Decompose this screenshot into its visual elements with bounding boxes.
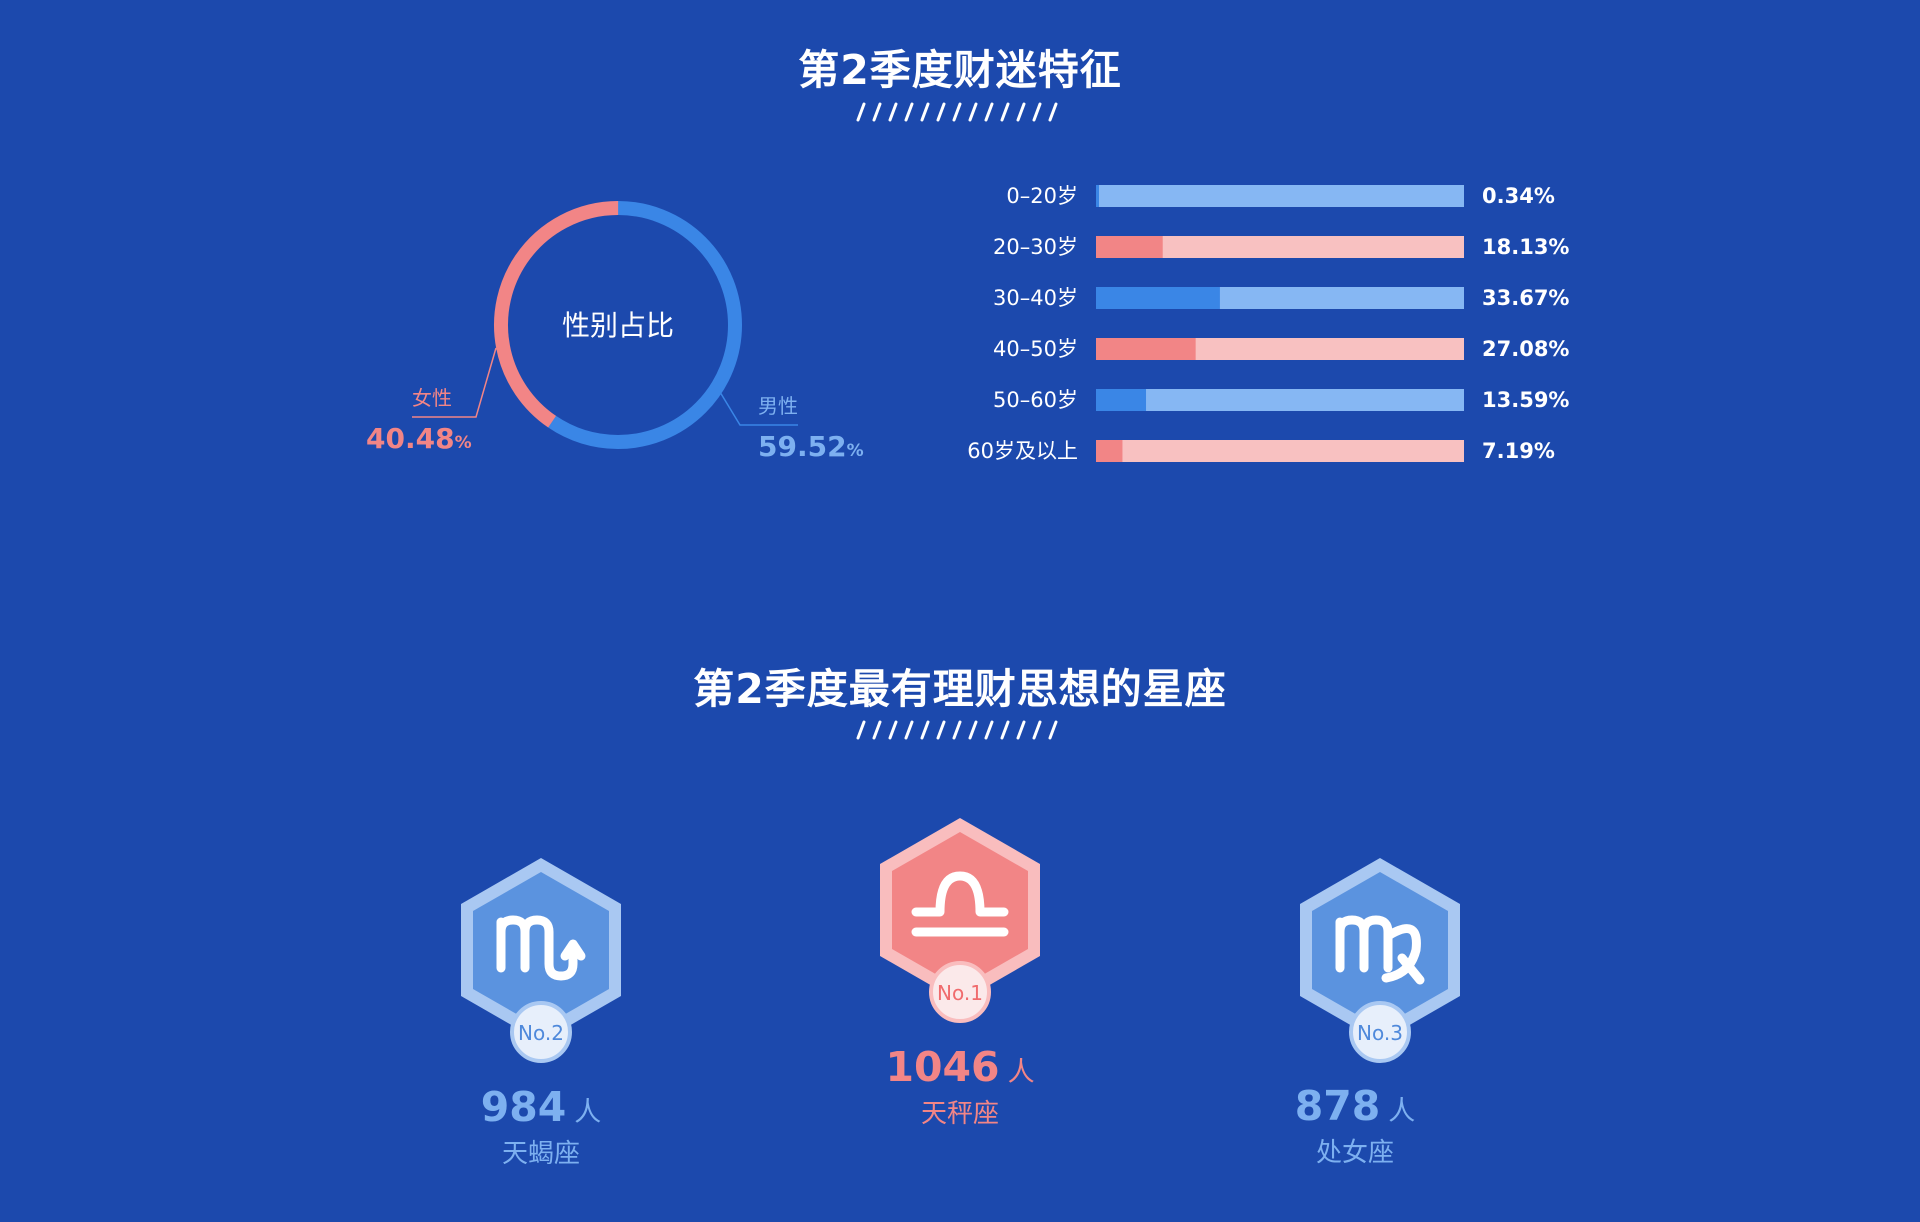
title-slash-decoration	[856, 720, 1058, 740]
age-category-label: 50–60岁	[993, 388, 1078, 412]
gender-donut-chart: 性别占比 女性 40.48% 男性 59.52%	[366, 201, 864, 463]
donut-center-title: 性别占比	[562, 309, 674, 342]
age-bar	[1096, 338, 1196, 360]
age-bar	[1096, 185, 1099, 207]
badge-inner-hex	[1312, 872, 1448, 1028]
libra-badge: No.1	[880, 818, 1040, 1023]
rank-badge-no1: No.1	[937, 981, 983, 1005]
scorpio-count: 984	[480, 1083, 567, 1131]
virgo-unit: 人	[1388, 1096, 1416, 1127]
scorpio-badge: No.2	[461, 858, 621, 1063]
age-category-label: 0–20岁	[1006, 184, 1078, 208]
virgo-badge: No.3	[1300, 858, 1460, 1063]
libra-icon	[911, 871, 1009, 937]
scorpio-unit: 人	[574, 1097, 602, 1128]
female-slice	[494, 201, 742, 449]
scorpio-name: 天蝎座	[501, 1139, 580, 1169]
age-bar-track	[1096, 185, 1464, 207]
section1-title: 第2季度财迷特征	[798, 46, 1122, 94]
rank-badge-no3: No.3	[1357, 1021, 1403, 1045]
age-bar	[1096, 389, 1147, 411]
age-bar	[1096, 440, 1123, 462]
age-bar-chart: 0–20岁 0.34% 20–30岁 18.13% 30–40岁 33.67% 40–50岁…	[967, 184, 1569, 463]
female-percent-unit: %	[455, 433, 472, 453]
age-bar-value-label: 7.19%	[1482, 439, 1555, 463]
libra-count: 1046	[885, 1043, 1000, 1091]
virgo-stats: 878 人 处女座	[1205, 1082, 1505, 1169]
virgo-icon	[1335, 915, 1425, 985]
age-bar-value-label: 13.59%	[1482, 388, 1569, 412]
libra-stats: 1046 人 天秤座	[810, 1043, 1110, 1130]
female-percent: 40.48%	[366, 422, 472, 455]
male-percent: 59.52%	[758, 430, 864, 463]
age-bar-value-label: 18.13%	[1482, 235, 1569, 259]
age-bar-value-label: 27.08%	[1482, 337, 1569, 361]
age-bar	[1096, 236, 1163, 258]
male-leader-line	[719, 391, 798, 426]
age-category-label: 30–40岁	[993, 286, 1078, 310]
libra-name: 天秤座	[920, 1099, 999, 1129]
title-slash-decoration	[856, 102, 1058, 122]
age-bar-track	[1096, 236, 1464, 258]
age-bar-track	[1096, 440, 1464, 462]
female-label: 女性	[412, 386, 452, 410]
age-bar-value-label: 33.67%	[1482, 286, 1569, 310]
male-percent-unit: %	[847, 441, 864, 461]
scorpio-stats: 984 人 天蝎座	[391, 1083, 691, 1170]
age-bar-track	[1096, 389, 1464, 411]
age-bar	[1096, 287, 1220, 309]
libra-unit: 人	[1007, 1057, 1035, 1088]
section2-title: 第2季度最有理财思想的星座	[693, 665, 1227, 713]
badge-inner-hex	[892, 832, 1028, 988]
virgo-name: 处女座	[1315, 1138, 1394, 1168]
scorpio-icon	[496, 915, 586, 981]
badge-inner-hex	[473, 872, 609, 1028]
zodiac-badges: No.2 No.1 No.3	[461, 818, 1460, 1063]
age-category-label: 60岁及以上	[967, 439, 1078, 463]
male-percent-value: 59.52	[758, 430, 847, 463]
female-percent-value: 40.48	[366, 422, 455, 455]
virgo-count: 878	[1294, 1082, 1381, 1130]
age-category-label: 40–50岁	[993, 337, 1078, 361]
female-leader-line	[412, 347, 497, 418]
rank-badge-no2: No.2	[518, 1021, 564, 1045]
age-bar-value-label: 0.34%	[1482, 184, 1555, 208]
age-category-label: 20–30岁	[993, 235, 1078, 259]
male-label: 男性	[758, 394, 798, 418]
